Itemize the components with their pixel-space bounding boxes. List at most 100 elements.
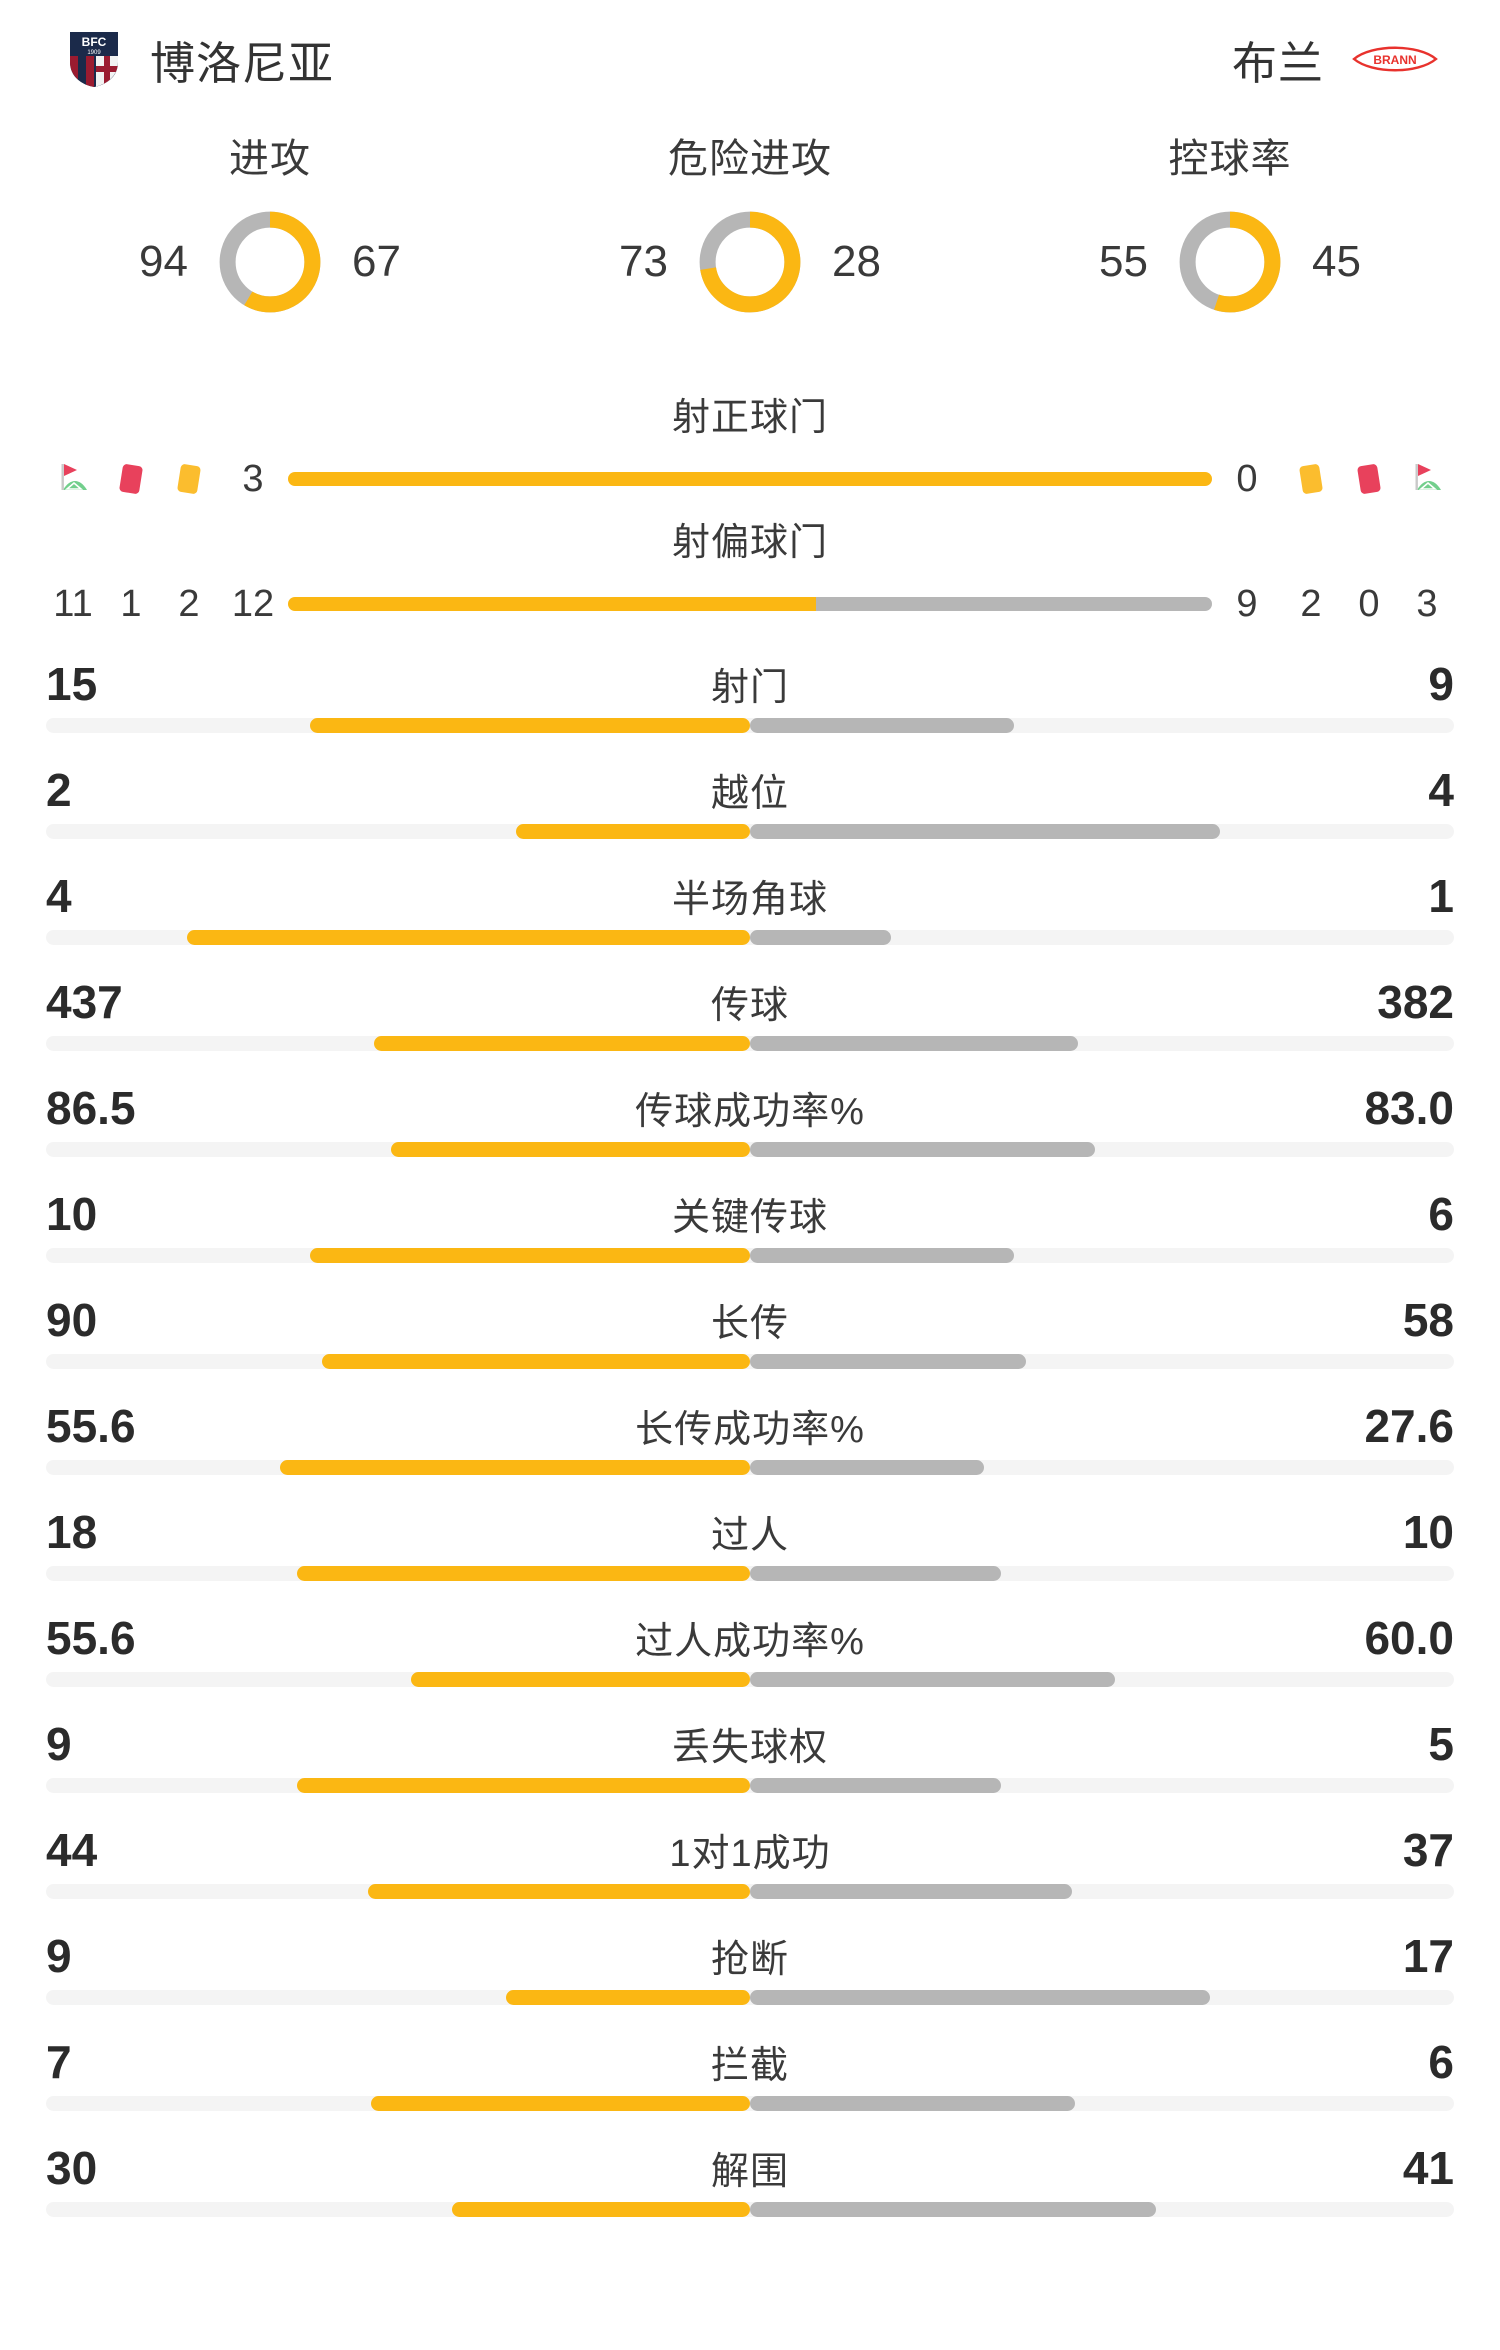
donut-attack-home-value: 94 <box>139 237 188 286</box>
stat-row-header: 90 长传 58 <box>46 1292 1454 1354</box>
stat-bar-home-fill <box>367 1884 750 1899</box>
stat-bar-away-fill <box>750 1566 1002 1581</box>
donut-possession-home-value: 55 <box>1099 237 1148 286</box>
donut-dangerous-attack: 危险进攻 73 28 <box>510 126 990 368</box>
donut-possession-chart <box>1179 211 1281 313</box>
donut-possession-label: 控球率 <box>1168 137 1292 181</box>
donut-dangerous-attack-home-value: 73 <box>619 237 668 286</box>
stat-bar-home-fill <box>186 930 750 945</box>
away-icons-group: 0 <box>1212 456 1456 502</box>
stat-row: 9 抢断 17 <box>46 1922 1454 2028</box>
home-team: BFC 1909 博洛尼亚 <box>66 27 334 92</box>
stat-row: 44 1对1成功 37 <box>46 1816 1454 1922</box>
shots-block: 射正球门 <box>0 386 1500 636</box>
stat-home-value: 86.5 <box>46 1082 136 1134</box>
stat-row: 2 越位 4 <box>46 756 1454 862</box>
corner-flag-icon <box>1398 456 1456 502</box>
stat-home-value: 437 <box>46 976 123 1028</box>
stat-bar-home-fill <box>374 1036 750 1051</box>
away-team-name: 布兰 <box>1231 37 1324 89</box>
stat-row: 9 丢失球权 5 <box>46 1710 1454 1816</box>
stat-home-value: 9 <box>46 1718 72 1770</box>
stat-bar-away-fill <box>750 1460 984 1475</box>
stats-list: 15 射门 9 2 越位 4 4 半场角球 1 437 传球 382 86.5 传球成功率% 83.0 10 关… <box>0 636 1500 2240</box>
home-team-name: 博洛尼亚 <box>150 37 335 89</box>
stat-row-header: 2 越位 4 <box>46 762 1454 824</box>
stat-row-header: 15 射门 9 <box>46 656 1454 718</box>
stat-label: 过人 <box>710 1515 789 1557</box>
svg-text:1909: 1909 <box>87 50 101 56</box>
stat-home-value: 18 <box>46 1506 98 1558</box>
home-red-cards-value: 1 <box>120 582 142 625</box>
stat-bar-away-fill <box>750 1354 1026 1369</box>
stat-away-value: 41 <box>1402 2142 1454 2194</box>
yellow-card-icon <box>1282 456 1340 502</box>
stat-label: 拦截 <box>710 2045 789 2087</box>
stat-bar-track <box>46 1990 1454 2005</box>
stat-row-header: 55.6 长传成功率% 27.6 <box>46 1398 1454 1460</box>
away-team: 布兰 BRANN <box>1232 27 1438 92</box>
stat-bar-track <box>46 718 1454 733</box>
red-card-icon <box>1340 456 1398 502</box>
stat-bar-away-fill <box>750 2096 1076 2111</box>
stat-row-header: 10 关键传球 6 <box>46 1186 1454 1248</box>
stat-bar-home-fill <box>279 1460 750 1475</box>
stat-bar-away-fill <box>750 1990 1211 2005</box>
donut-dangerous-attack-away-value: 28 <box>832 237 881 286</box>
donut-dangerous-attack-chart <box>699 211 801 313</box>
stat-bar-track <box>46 824 1454 839</box>
shots-on-target-bar <box>288 472 1212 486</box>
stat-away-value: 5 <box>1428 1718 1454 1770</box>
stat-row-header: 7 拦截 6 <box>46 2034 1454 2096</box>
stat-bar-away-fill <box>750 718 1014 733</box>
stat-row: 4 半场角球 1 <box>46 862 1454 968</box>
stat-home-value: 44 <box>46 1824 98 1876</box>
away-yellow-cards-value: 2 <box>1300 582 1322 625</box>
stat-bar-home-fill <box>321 1354 750 1369</box>
stat-bar-track <box>46 2096 1454 2111</box>
stat-row: 437 传球 382 <box>46 968 1454 1074</box>
stat-away-value: 37 <box>1402 1824 1454 1876</box>
stat-row: 15 射门 9 <box>46 650 1454 756</box>
stat-home-value: 9 <box>46 1930 72 1982</box>
stat-row: 18 过人 10 <box>46 1498 1454 1604</box>
stat-row-header: 44 1对1成功 37 <box>46 1822 1454 1884</box>
stat-row-header: 437 传球 382 <box>46 974 1454 1036</box>
stat-away-value: 83.0 <box>1364 1082 1454 1134</box>
stat-bar-home-fill <box>506 1990 750 2005</box>
stat-row: 30 解围 41 <box>46 2134 1454 2240</box>
shots-off-target-away-fill <box>815 597 1212 611</box>
stat-row: 7 拦截 6 <box>46 2028 1454 2134</box>
stat-home-value: 30 <box>46 2142 98 2194</box>
shots-on-target-row: 3 0 <box>44 447 1456 511</box>
stat-row: 10 关键传球 6 <box>46 1180 1454 1286</box>
donut-possession: 控球率 55 45 <box>990 126 1470 368</box>
shots-off-target-home-value: 12 <box>231 582 275 625</box>
stat-label: 关键传球 <box>671 1197 828 1239</box>
away-icon-values-group: 9 2 0 3 <box>1212 583 1456 626</box>
stat-bar-home-fill <box>371 2096 750 2111</box>
shots-on-target-label: 射正球门 <box>671 397 828 439</box>
shots-off-target-row: 11 1 2 12 9 2 0 3 <box>44 572 1456 636</box>
stat-away-value: 382 <box>1377 976 1454 1028</box>
shots-off-target-away-value: 9 <box>1236 582 1258 625</box>
yellow-card-icon <box>160 456 218 502</box>
stat-row: 55.6 长传成功率% 27.6 <box>46 1392 1454 1498</box>
stat-bar-away-fill <box>750 2202 1157 2217</box>
stat-bar-track <box>46 1036 1454 1051</box>
teams-header: BFC 1909 博洛尼亚 布兰 BRANN <box>0 0 1500 118</box>
stat-label: 解围 <box>710 2151 789 2193</box>
away-red-cards-value: 0 <box>1358 582 1380 625</box>
corner-flag-icon <box>44 456 102 502</box>
stat-away-value: 4 <box>1428 764 1454 816</box>
shots-on-target-home-fill <box>288 472 1212 486</box>
stat-bar-home-fill <box>452 2202 750 2217</box>
stat-row: 55.6 过人成功率% 60.0 <box>46 1604 1454 1710</box>
stat-away-value: 27.6 <box>1364 1400 1454 1452</box>
brann-crest-icon: BRANN <box>1352 42 1438 76</box>
donut-attack-label: 进攻 <box>229 137 311 181</box>
stat-bar-track <box>46 930 1454 945</box>
donut-attack-away-value: 67 <box>352 237 401 286</box>
stat-bar-track <box>46 1566 1454 1581</box>
